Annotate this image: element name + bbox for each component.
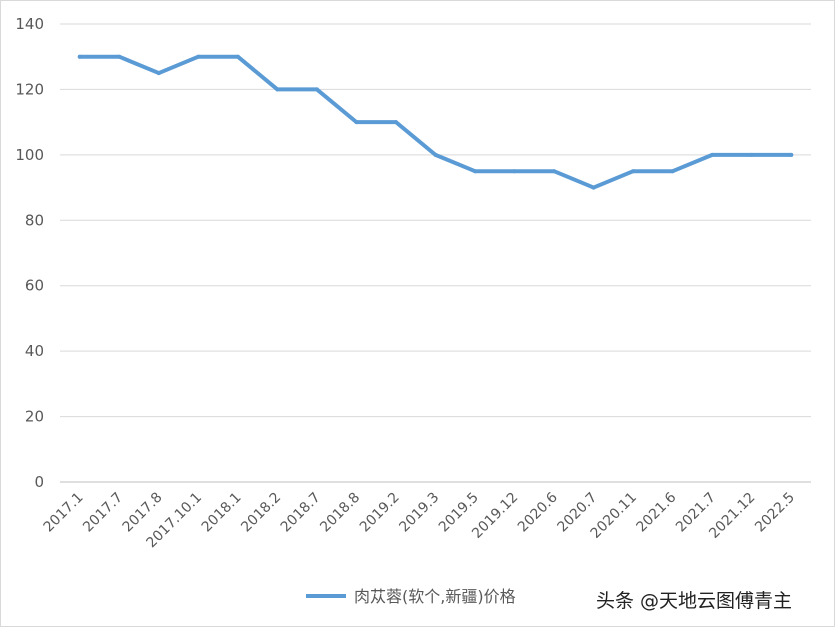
- data-point: [670, 169, 675, 174]
- x-tick-label: 2022.5: [752, 490, 798, 536]
- y-tick-label: 20: [25, 408, 44, 426]
- x-tick-label: 2018.8: [317, 490, 363, 536]
- y-tick-label: 40: [25, 342, 44, 360]
- y-tick-label: 120: [15, 80, 44, 98]
- data-point: [473, 169, 478, 174]
- data-point: [393, 120, 398, 125]
- data-point: [789, 152, 794, 157]
- series-line: [77, 54, 794, 190]
- data-point: [512, 169, 517, 174]
- data-point: [314, 87, 319, 92]
- data-point: [196, 54, 201, 59]
- x-tick-label: 2019.2: [357, 490, 403, 536]
- x-tick-label: 2017.1: [41, 490, 87, 536]
- y-tick-label: 140: [15, 15, 44, 33]
- y-axis-ticks: 0 20 40 60 80 100 120 140: [15, 15, 44, 491]
- x-axis-ticks: 2017.12017.72017.82017.10.12018.12018.22…: [41, 489, 798, 551]
- legend-label: 肉苁蓉(软个,新疆)价格: [354, 587, 516, 606]
- x-tick-label: 2018.2: [238, 490, 284, 536]
- y-tick-label: 0: [34, 473, 44, 491]
- data-point: [117, 54, 122, 59]
- data-point: [235, 54, 240, 59]
- watermark: 头条 @天地云图傅青主: [596, 590, 793, 612]
- x-tick-label: 2020.6: [515, 489, 561, 535]
- gridlines: [60, 23, 811, 483]
- x-tick-label: 2018.7: [278, 490, 324, 536]
- y-tick-label: 60: [25, 277, 44, 295]
- data-point: [275, 87, 280, 92]
- data-point: [631, 169, 636, 174]
- data-point: [591, 185, 596, 190]
- series-layer: [77, 54, 794, 190]
- data-point: [77, 54, 82, 59]
- y-tick-label: 100: [15, 146, 44, 164]
- data-point: [433, 152, 438, 157]
- data-point: [552, 169, 557, 174]
- x-tick-label: 2019.3: [396, 490, 442, 536]
- data-point: [156, 71, 161, 76]
- data-point: [749, 152, 754, 157]
- y-tick-label: 80: [25, 211, 44, 229]
- data-point: [354, 120, 359, 125]
- x-tick-label: 2017.7: [80, 490, 126, 536]
- data-point: [710, 152, 715, 157]
- x-tick-label: 2021.6: [634, 489, 680, 535]
- legend: 肉苁蓉(软个,新疆)价格: [306, 587, 516, 606]
- x-tick-label: 2018.1: [199, 490, 245, 536]
